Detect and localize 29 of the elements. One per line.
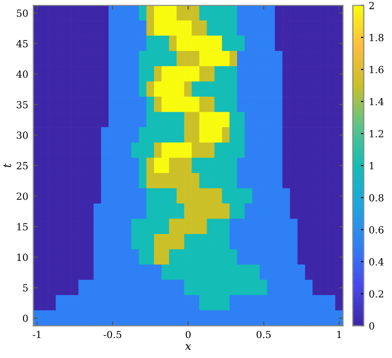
y-tick-label: 25 xyxy=(16,162,28,170)
color-bar-label: 0.6 xyxy=(369,226,384,234)
y-tick-label: 35 xyxy=(16,101,28,108)
y-tick-label: 5 xyxy=(23,284,28,292)
color-bar-label: 2 xyxy=(369,2,374,10)
x-tick-label: 0 xyxy=(186,330,191,338)
y-tick-label: 40 xyxy=(16,70,28,78)
x-axis-title: x xyxy=(185,344,192,350)
y-tick-label: 15 xyxy=(17,223,28,230)
y-tick-label: 0 xyxy=(22,314,28,322)
x-tick-label: 0.5 xyxy=(256,330,271,338)
y-tick-label: 30 xyxy=(16,132,28,139)
y-tick-label: 10 xyxy=(17,254,28,261)
x-tick-label: 1 xyxy=(337,330,341,338)
y-tick-label: 20 xyxy=(16,192,28,200)
color-bar-label: 1.4 xyxy=(370,98,384,106)
color-bar-label: 0.2 xyxy=(369,290,384,298)
color-bar-label: 1.2 xyxy=(370,130,384,138)
x-tick-label: -1 xyxy=(32,330,40,338)
color-bar-label: 0 xyxy=(369,322,374,330)
color-bar-label: 0.4 xyxy=(369,258,384,266)
color-bar-label: 1.8 xyxy=(370,34,384,42)
color-bar-label: 1 xyxy=(370,162,374,170)
color-bar-label: 0.8 xyxy=(369,194,384,202)
y-tick-label: 50 xyxy=(16,9,28,17)
y-axis-title: t xyxy=(3,163,12,168)
x-tick-label: -0.5 xyxy=(104,330,122,338)
color-bar-label: 1.6 xyxy=(370,66,384,74)
y-tick-label: 45 xyxy=(16,40,28,48)
